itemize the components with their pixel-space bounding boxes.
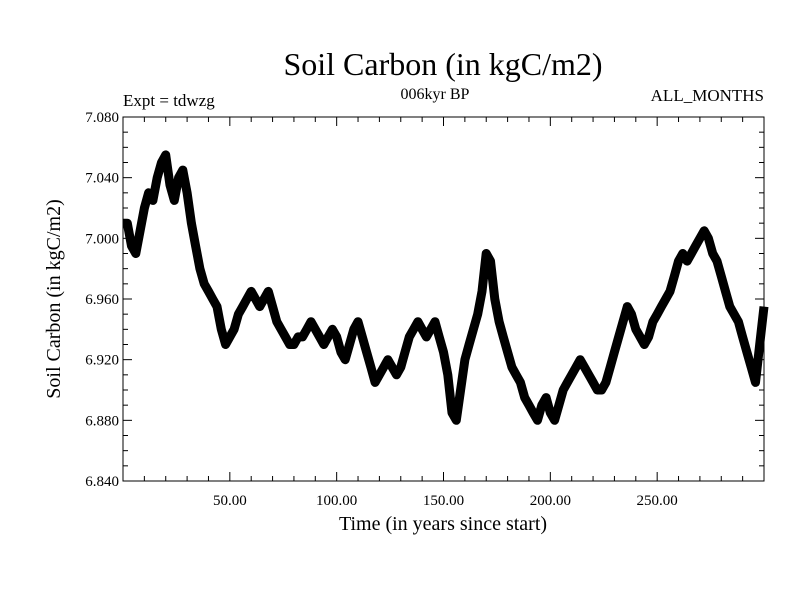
experiment-label: Expt = tdwzg bbox=[123, 91, 215, 110]
x-tick-label: 250.00 bbox=[637, 493, 678, 509]
y-axis-ticks: 6.840 6.880 6.920 6.960 7.000 7.040 7.080 bbox=[85, 110, 764, 490]
y-tick-label: 6.960 bbox=[85, 292, 119, 308]
x-axis-label: Time (in years since start) bbox=[339, 513, 547, 535]
x-axis-ticks: 50.00 100.00 150.00 200.00 250.00 bbox=[143, 117, 744, 509]
plot-frame bbox=[122, 116, 765, 482]
series-line-0 bbox=[122, 150, 769, 425]
chart-title: Soil Carbon (in kgC/m2) bbox=[283, 46, 602, 82]
x-tick-label: 50.00 bbox=[213, 493, 247, 509]
y-tick-label: 7.000 bbox=[85, 231, 119, 247]
y-tick-label: 6.840 bbox=[85, 474, 119, 490]
y-tick-label: 7.080 bbox=[85, 110, 119, 126]
y-axis-label: Soil Carbon (in kgC/m2) bbox=[43, 199, 65, 398]
y-tick-label: 7.040 bbox=[85, 171, 119, 187]
y-tick-label: 6.920 bbox=[85, 353, 119, 369]
x-tick-label: 100.00 bbox=[316, 493, 357, 509]
x-tick-label: 200.00 bbox=[530, 493, 571, 509]
y-tick-label: 6.880 bbox=[85, 413, 119, 429]
series-layer bbox=[122, 150, 769, 425]
x-tick-label: 150.00 bbox=[423, 493, 464, 509]
chart-subtitle: 006kyr BP bbox=[401, 86, 470, 103]
months-label: ALL_MONTHS bbox=[651, 86, 764, 105]
